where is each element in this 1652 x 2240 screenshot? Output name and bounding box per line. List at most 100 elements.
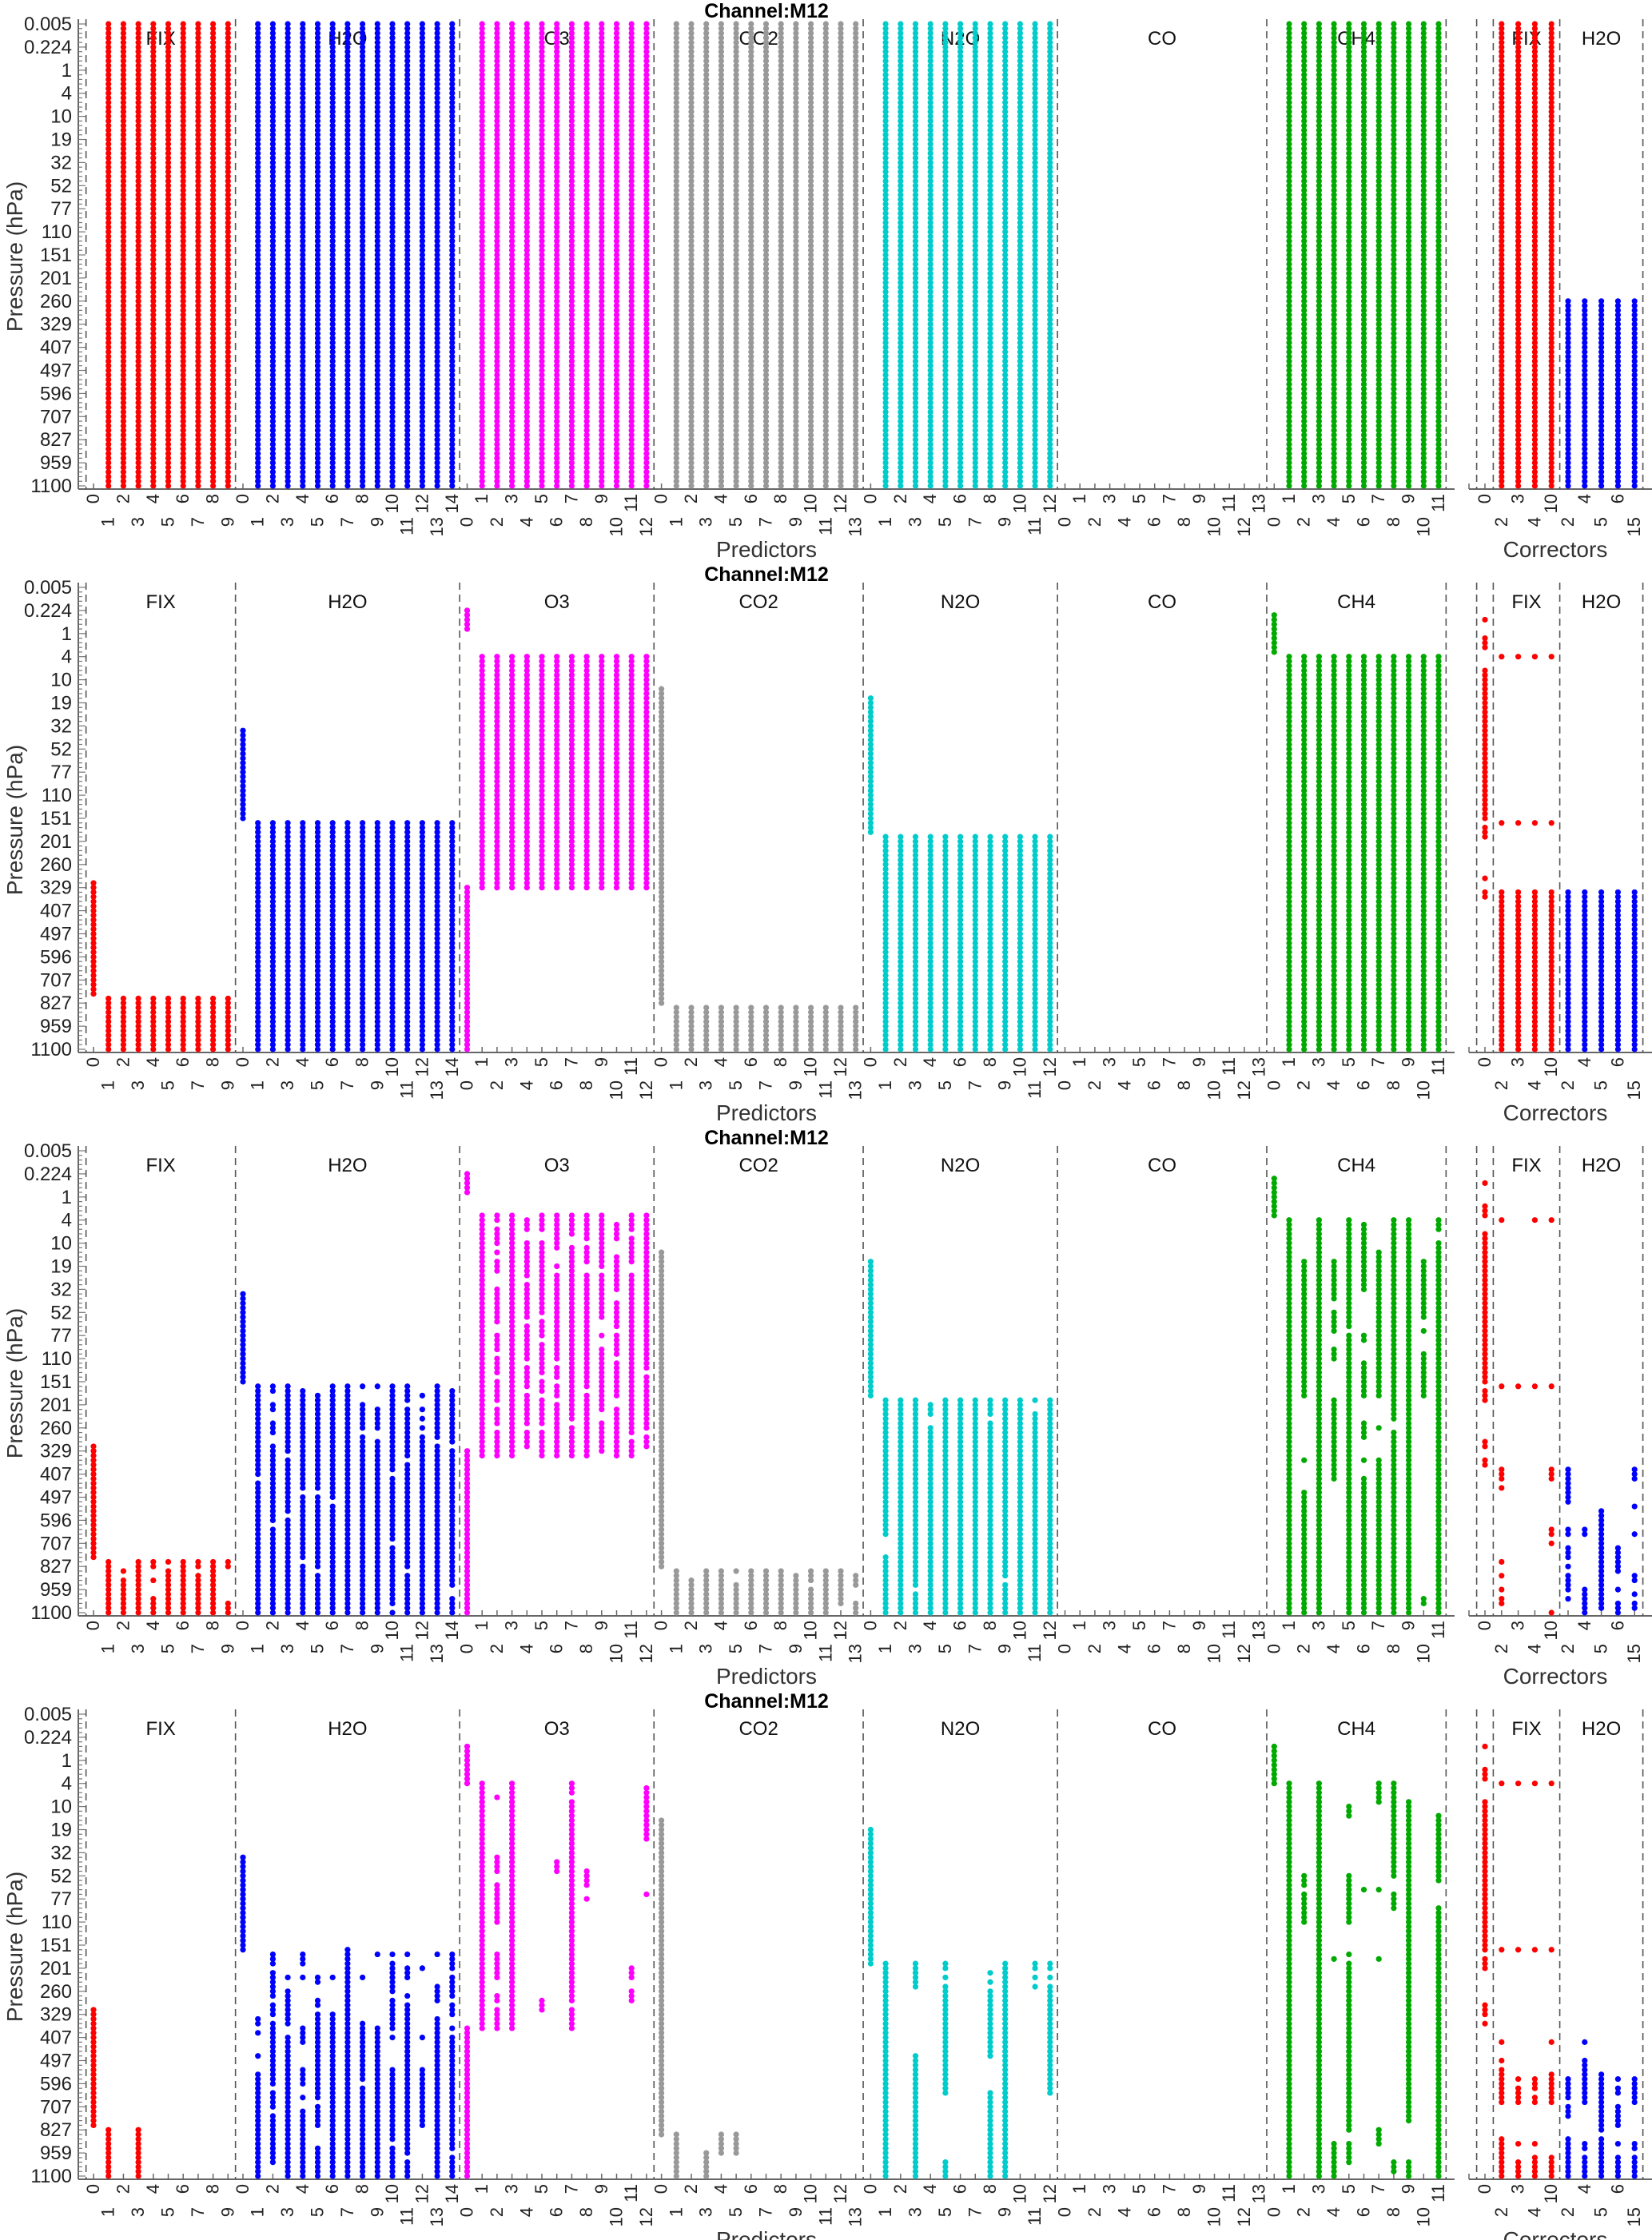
- selected-level-dot: [165, 182, 172, 189]
- selected-level-dot: [135, 122, 141, 129]
- predictor-column-o3: [613, 21, 620, 489]
- selected-level-dot: [180, 210, 186, 217]
- selected-level-dot: [269, 229, 276, 235]
- selected-level-dot: [105, 187, 112, 193]
- selected-level-dot: [269, 325, 276, 332]
- selected-level-dot: [120, 117, 126, 124]
- selected-level-dot: [195, 478, 201, 484]
- selected-level-dot: [105, 150, 112, 157]
- selected-level-dot: [195, 423, 201, 429]
- selected-level-dot: [255, 316, 261, 323]
- selected-level-dot: [255, 390, 261, 396]
- selected-level-dot: [523, 483, 530, 489]
- selected-level-dot: [255, 219, 261, 226]
- selected-level-dot: [120, 376, 126, 383]
- selected-level-dot: [255, 242, 261, 249]
- selected-level-dot: [269, 265, 276, 272]
- selected-level-dot: [120, 169, 126, 175]
- selected-level-dot: [210, 325, 217, 332]
- selected-level-dot: [568, 483, 575, 489]
- selected-level-dot: [105, 390, 112, 396]
- selected-level-dot: [135, 464, 141, 471]
- selected-level-dot: [195, 26, 201, 32]
- selected-level-dot: [195, 372, 201, 378]
- selected-level-dot: [225, 159, 231, 165]
- selected-level-dot: [195, 395, 201, 401]
- selected-level-dot: [150, 376, 157, 383]
- selected-level-dot: [165, 94, 172, 101]
- selected-level-dot: [269, 169, 276, 175]
- predictor-tick-label: 3: [502, 494, 522, 503]
- selected-level-dot: [105, 455, 112, 461]
- selected-level-dot: [150, 242, 157, 249]
- selected-level-dot: [135, 233, 141, 240]
- selected-level-dot: [180, 330, 186, 336]
- selected-level-dot: [225, 288, 231, 295]
- selected-level-dot: [225, 376, 231, 383]
- selected-level-dot: [195, 150, 201, 157]
- selected-level-dot: [150, 247, 157, 253]
- selected-level-dot: [135, 187, 141, 193]
- y-tick-label: 151: [40, 245, 72, 266]
- selected-level-dot: [150, 219, 157, 226]
- selected-level-dot: [180, 62, 186, 69]
- predictor-tick-label: 9: [367, 517, 387, 527]
- selected-level-dot: [195, 104, 201, 110]
- selected-level-dot: [255, 450, 261, 457]
- selected-level-dot: [120, 386, 126, 392]
- selected-level-dot: [269, 76, 276, 82]
- selected-level-dot: [180, 150, 186, 157]
- selected-level-dot: [255, 358, 261, 364]
- selected-level-dot: [105, 49, 112, 55]
- y-tick-label: 707: [40, 406, 72, 428]
- selected-level-dot: [105, 302, 112, 309]
- selected-level-dot: [210, 104, 217, 110]
- selected-level-dot: [120, 150, 126, 157]
- selected-level-dot: [269, 257, 276, 263]
- selected-level-dot: [180, 49, 186, 55]
- selected-level-dot: [135, 436, 141, 443]
- selected-level-dot: [120, 94, 126, 101]
- predictor-tick-label: 9: [591, 494, 611, 503]
- selected-level-dot: [105, 58, 112, 64]
- selected-level-dot: [225, 432, 231, 439]
- selected-level-dot: [210, 39, 217, 46]
- selected-level-dot: [135, 104, 141, 110]
- selected-level-dot: [150, 187, 157, 193]
- selected-level-dot: [105, 344, 112, 351]
- selected-level-dot: [165, 261, 172, 268]
- selected-level-dot: [269, 145, 276, 152]
- selected-level-dot: [165, 53, 172, 60]
- selected-level-dot: [150, 265, 157, 272]
- predictor-tick-label: 6: [547, 517, 567, 527]
- selected-level-dot: [165, 21, 172, 27]
- selected-level-dot: [778, 483, 784, 489]
- selected-level-dot: [180, 340, 186, 346]
- selected-level-dot: [180, 436, 186, 443]
- selected-level-dot: [105, 316, 112, 323]
- selected-level-dot: [120, 177, 126, 185]
- selected-level-dot: [135, 413, 141, 420]
- selected-level-dot: [120, 340, 126, 346]
- selected-level-dot: [195, 145, 201, 152]
- selected-level-dot: [165, 127, 172, 133]
- selected-level-dot: [165, 423, 172, 429]
- selected-level-dot: [195, 173, 201, 180]
- selected-level-dot: [150, 233, 157, 240]
- selected-level-dot: [105, 224, 112, 230]
- selected-level-dot: [150, 53, 157, 60]
- selected-level-dot: [210, 275, 217, 281]
- selected-level-dot: [255, 436, 261, 443]
- selected-level-dot: [105, 39, 112, 46]
- selected-level-dot: [105, 408, 112, 416]
- selected-level-dot: [120, 312, 126, 318]
- selected-level-dot: [225, 155, 231, 161]
- selected-level-dot: [225, 348, 231, 355]
- selected-level-dot: [210, 478, 217, 484]
- selected-level-dot: [105, 229, 112, 235]
- selected-level-dot: [225, 252, 231, 258]
- selected-level-dot: [269, 150, 276, 157]
- selected-level-dot: [180, 117, 186, 124]
- panel-title: Channel:M12: [704, 0, 829, 22]
- selected-level-dot: [150, 288, 157, 295]
